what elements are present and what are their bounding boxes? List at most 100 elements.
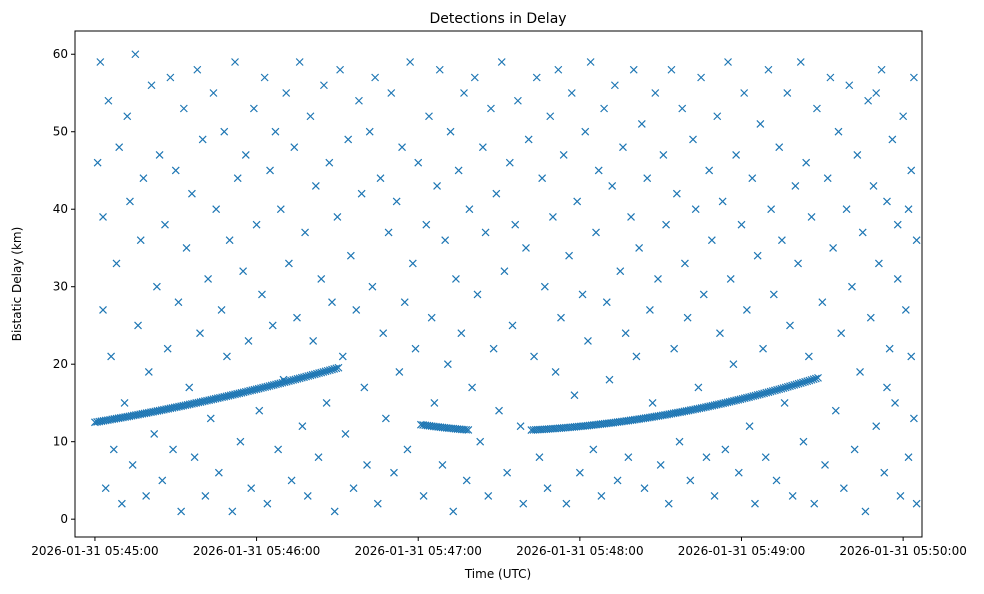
clutter-point [513, 96, 522, 105]
clutter-point [662, 220, 670, 229]
clutter-point [196, 329, 204, 338]
clutter-point [559, 151, 568, 159]
track-point [788, 381, 797, 390]
clutter-point [457, 329, 466, 338]
clutter-point [371, 73, 380, 82]
clutter-point [489, 344, 498, 353]
clutter-point [829, 244, 838, 252]
clutter-point [791, 182, 800, 190]
clutter-point [619, 143, 627, 152]
clutter-point [697, 73, 706, 82]
clutter-point [117, 499, 126, 508]
clutter-point [152, 282, 161, 291]
clutter-point [115, 143, 124, 152]
clutter-point [497, 58, 506, 66]
clutter-point [675, 437, 684, 446]
clutter-point [888, 135, 897, 144]
track-point [464, 426, 473, 434]
clutter-point [637, 120, 646, 128]
track-point [801, 377, 810, 386]
track-point [807, 375, 816, 384]
clutter-point [788, 492, 797, 500]
clutter-point [856, 368, 864, 376]
clutter-point [907, 352, 916, 361]
clutter-point [460, 89, 468, 97]
clutter-point [904, 205, 913, 214]
clutter-point [678, 104, 687, 113]
clutter-point [524, 135, 533, 144]
track-point [798, 378, 807, 387]
clutter-point [745, 422, 754, 431]
clutter-point [303, 492, 312, 500]
track-point [794, 379, 803, 388]
clutter-point [228, 507, 237, 516]
clutter-point [683, 313, 692, 322]
clutter-point [193, 65, 202, 74]
clutter-point [508, 321, 517, 330]
clutter-point [190, 453, 199, 462]
clutter-point [435, 65, 444, 74]
clutter-point [104, 96, 113, 105]
clutter-point [293, 313, 301, 322]
clutter-point [716, 329, 724, 338]
clutter-point [381, 414, 390, 423]
clutter-point [150, 430, 159, 438]
clutter-point [535, 453, 544, 462]
clutter-point [554, 65, 563, 74]
clutter-point [484, 492, 493, 500]
track-point [814, 373, 822, 382]
x-tick-label: 2026-01-31 05:50:00 [839, 544, 966, 558]
clutter-point [258, 290, 266, 299]
clutter-point [538, 174, 547, 183]
clutter-point [635, 244, 644, 252]
clutter-point [804, 352, 813, 361]
y-tick-label: 20 [53, 357, 68, 371]
clutter-point [853, 151, 862, 159]
clutter-point [255, 406, 264, 415]
clutter-point [185, 383, 194, 392]
clutter-point [664, 499, 673, 508]
clutter-point [357, 189, 366, 198]
clutter-point [120, 399, 129, 407]
clutter-point [306, 112, 315, 121]
clutter-point [589, 445, 598, 454]
clutter-point [495, 406, 503, 415]
clutter-point [896, 492, 905, 500]
clutter-point [169, 445, 177, 454]
plot-frame [74, 30, 923, 538]
clutter-point [500, 267, 509, 276]
clutter-point [268, 321, 277, 330]
clutter-point [177, 507, 186, 516]
clutter-point [861, 507, 870, 516]
clutter-point [430, 399, 439, 407]
track-point [779, 384, 788, 392]
clutter-point [99, 306, 107, 314]
clutter-point [904, 453, 913, 462]
clutter-point [724, 58, 732, 66]
clutter-point [802, 158, 811, 167]
clutter-point [365, 127, 374, 136]
clutter-point [112, 259, 121, 268]
clutter-point [783, 89, 792, 97]
clutter-point [338, 352, 347, 361]
clutter-point [775, 143, 784, 152]
x-tick-label: 2026-01-31 05:49:00 [678, 544, 805, 558]
clutter-point [858, 228, 867, 237]
clutter-point [266, 166, 274, 175]
clutter-point [174, 298, 183, 307]
clutter-point [284, 259, 293, 268]
clutter-point [198, 135, 207, 144]
clutter-point [891, 399, 899, 407]
clutter-point [465, 205, 474, 214]
clutter-point [427, 313, 436, 322]
clutter-point [753, 251, 762, 260]
clutter-point [777, 236, 786, 245]
clutter-point [681, 259, 689, 268]
clutter-point [311, 182, 320, 190]
clutter-point [309, 337, 318, 345]
clutter-point [134, 321, 142, 330]
track-point [786, 382, 794, 391]
clutter-point [672, 189, 681, 198]
clutter-point [899, 112, 908, 121]
clutter-point [220, 127, 229, 136]
